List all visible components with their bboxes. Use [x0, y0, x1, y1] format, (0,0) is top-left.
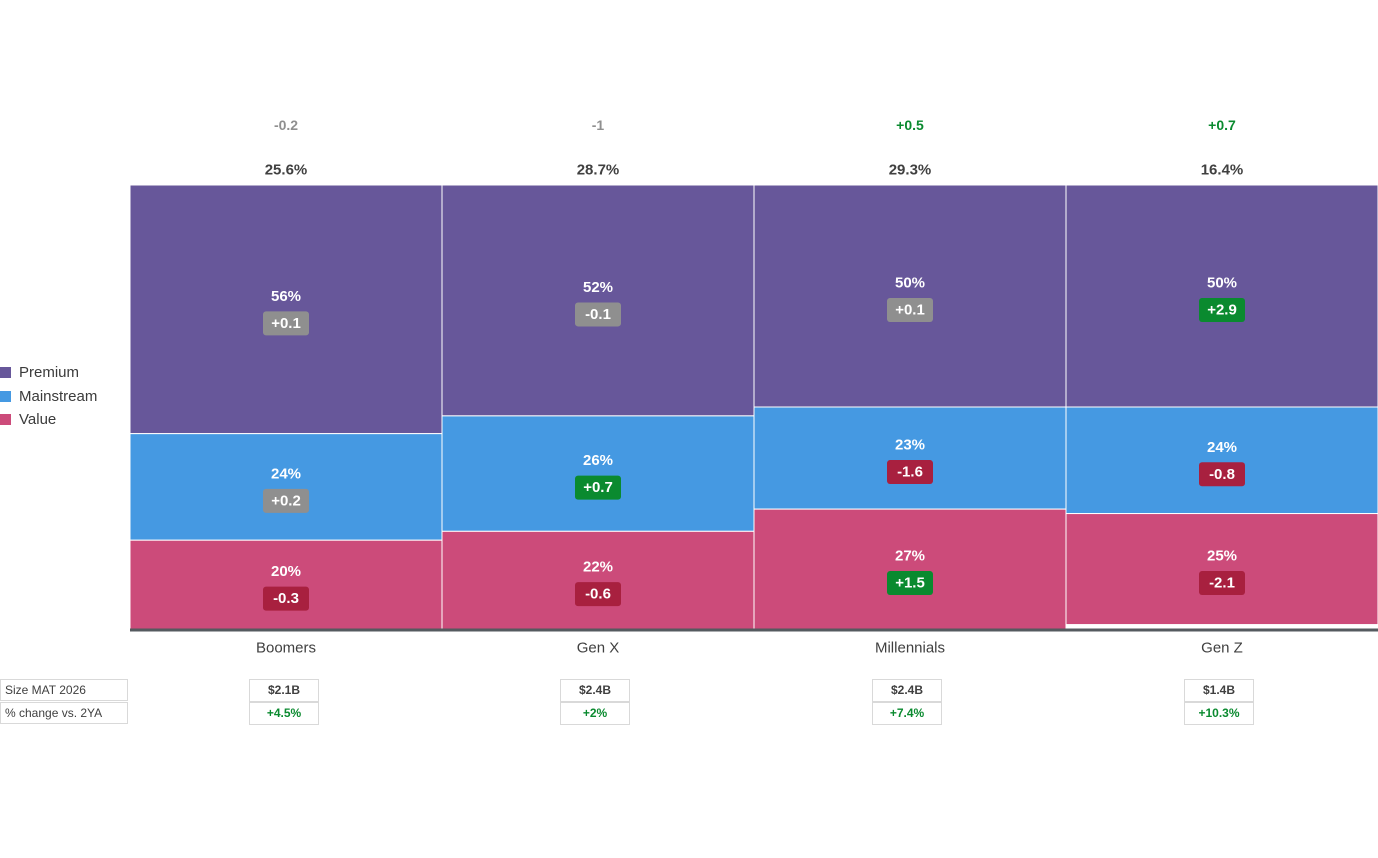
legend-swatch-premium — [0, 367, 11, 379]
legend-label-premium: Premium — [19, 364, 80, 382]
change-badge-text-value-boomers: -0.3 — [273, 590, 299, 607]
size-value-genz: $1.4B — [1184, 679, 1254, 702]
column-share-gen-x: 28.7% — [577, 162, 620, 179]
bar-label-premium-boomers: 56% — [271, 288, 301, 305]
column-change-gen-x: -1 — [592, 117, 605, 133]
change-badge-mainstream-boomers — [263, 488, 309, 513]
change-badge-value-gen-z — [1199, 571, 1245, 596]
column-share-millennials: 29.3% — [889, 162, 932, 179]
bar-label-premium-millennials: 50% — [895, 275, 925, 292]
category-label-boomers: Boomers — [256, 640, 316, 657]
bar-mainstream-boomers — [129, 433, 443, 541]
legend-swatch-value — [0, 414, 11, 426]
change-badge-text-premium-boomers: +0.1 — [271, 315, 301, 332]
change-badge-text-premium-millennials: +0.1 — [895, 302, 925, 319]
change-value-millennials: +7.4% — [872, 702, 942, 725]
category-label-millennials: Millennials — [875, 640, 945, 657]
bar-label-value-gen-x: 22% — [583, 559, 613, 576]
bar-label-mainstream-gen-z: 24% — [1207, 439, 1237, 456]
change-badge-premium-gen-x — [575, 302, 621, 327]
bar-premium-gen-z — [1065, 184, 1378, 408]
legend: Premium Mainstream Value — [0, 361, 97, 432]
change-badge-text-mainstream-gen-z: -0.8 — [1209, 466, 1235, 483]
column-change-gen-z: +0.7 — [1208, 117, 1236, 133]
legend-swatch-mainstream — [0, 390, 11, 402]
change-badge-value-millennials — [887, 571, 933, 596]
bar-label-premium-gen-z: 50% — [1207, 275, 1237, 292]
change-badge-premium-millennials — [887, 298, 933, 322]
column-change-millennials: +0.5 — [896, 117, 924, 133]
size-mat-label: Size MAT 2026 — [0, 679, 128, 701]
legend-item-premium: Premium — [0, 361, 97, 385]
bar-label-value-millennials: 27% — [895, 548, 925, 565]
bar-premium-gen-x — [441, 184, 755, 417]
column-share-gen-z: 16.4% — [1201, 162, 1244, 179]
change-value-boomers: +4.5% — [249, 702, 319, 725]
change-badge-premium-gen-z — [1199, 298, 1245, 322]
change-badge-premium-boomers — [263, 311, 309, 336]
change-badge-mainstream-gen-x — [575, 475, 621, 500]
change-badge-text-value-millennials: +1.5 — [895, 575, 925, 592]
bar-mainstream-gen-z — [1065, 406, 1378, 515]
column-share-boomers: 25.6% — [265, 162, 308, 179]
change-value-genx: +2% — [560, 702, 630, 725]
change-badge-text-premium-gen-z: +2.9 — [1207, 302, 1237, 319]
size-value-boomers: $2.1B — [249, 679, 319, 702]
bar-label-mainstream-gen-x: 26% — [583, 452, 613, 469]
change-value-genz: +10.3% — [1184, 702, 1254, 725]
legend-label-value: Value — [19, 411, 57, 429]
bar-premium-boomers — [129, 184, 443, 435]
legend-item-value: Value — [0, 408, 97, 432]
change-badge-value-gen-x — [575, 582, 621, 607]
bar-value-millennials — [753, 508, 1067, 630]
change-badge-text-value-gen-x: -0.6 — [585, 586, 611, 603]
category-label-gen-z: Gen Z — [1201, 640, 1243, 657]
bar-label-value-boomers: 20% — [271, 563, 301, 580]
bar-value-gen-z — [1065, 513, 1378, 626]
bar-label-premium-gen-x: 52% — [583, 279, 613, 296]
change-2ya-label: % change vs. 2YA — [0, 702, 128, 724]
legend-label-mainstream: Mainstream — [19, 387, 98, 405]
bar-value-boomers — [129, 539, 443, 630]
size-value-genx: $2.4B — [560, 679, 630, 702]
legend-item-mainstream: Mainstream — [0, 385, 97, 409]
bar-label-mainstream-boomers: 24% — [271, 465, 301, 482]
change-badge-text-mainstream-millennials: -1.6 — [897, 464, 923, 481]
change-badge-text-mainstream-gen-x: +0.7 — [583, 479, 613, 496]
bar-value-gen-x — [441, 530, 755, 630]
bar-label-mainstream-millennials: 23% — [895, 437, 925, 454]
category-label-gen-x: Gen X — [577, 640, 620, 657]
size-value-millennials: $2.4B — [872, 679, 942, 702]
change-badge-mainstream-gen-z — [1199, 462, 1245, 487]
change-badge-value-boomers — [263, 586, 309, 611]
change-badge-text-premium-gen-x: -0.1 — [585, 306, 611, 323]
change-badge-text-mainstream-boomers: +0.2 — [271, 492, 301, 509]
bar-label-value-gen-z: 25% — [1207, 548, 1237, 565]
column-change-boomers: -0.2 — [274, 117, 298, 133]
bar-premium-millennials — [753, 184, 1067, 408]
bar-mainstream-gen-x — [441, 415, 755, 532]
change-badge-text-value-gen-z: -2.1 — [1209, 575, 1235, 592]
change-badge-mainstream-millennials — [887, 460, 933, 485]
bar-mainstream-millennials — [753, 406, 1067, 510]
